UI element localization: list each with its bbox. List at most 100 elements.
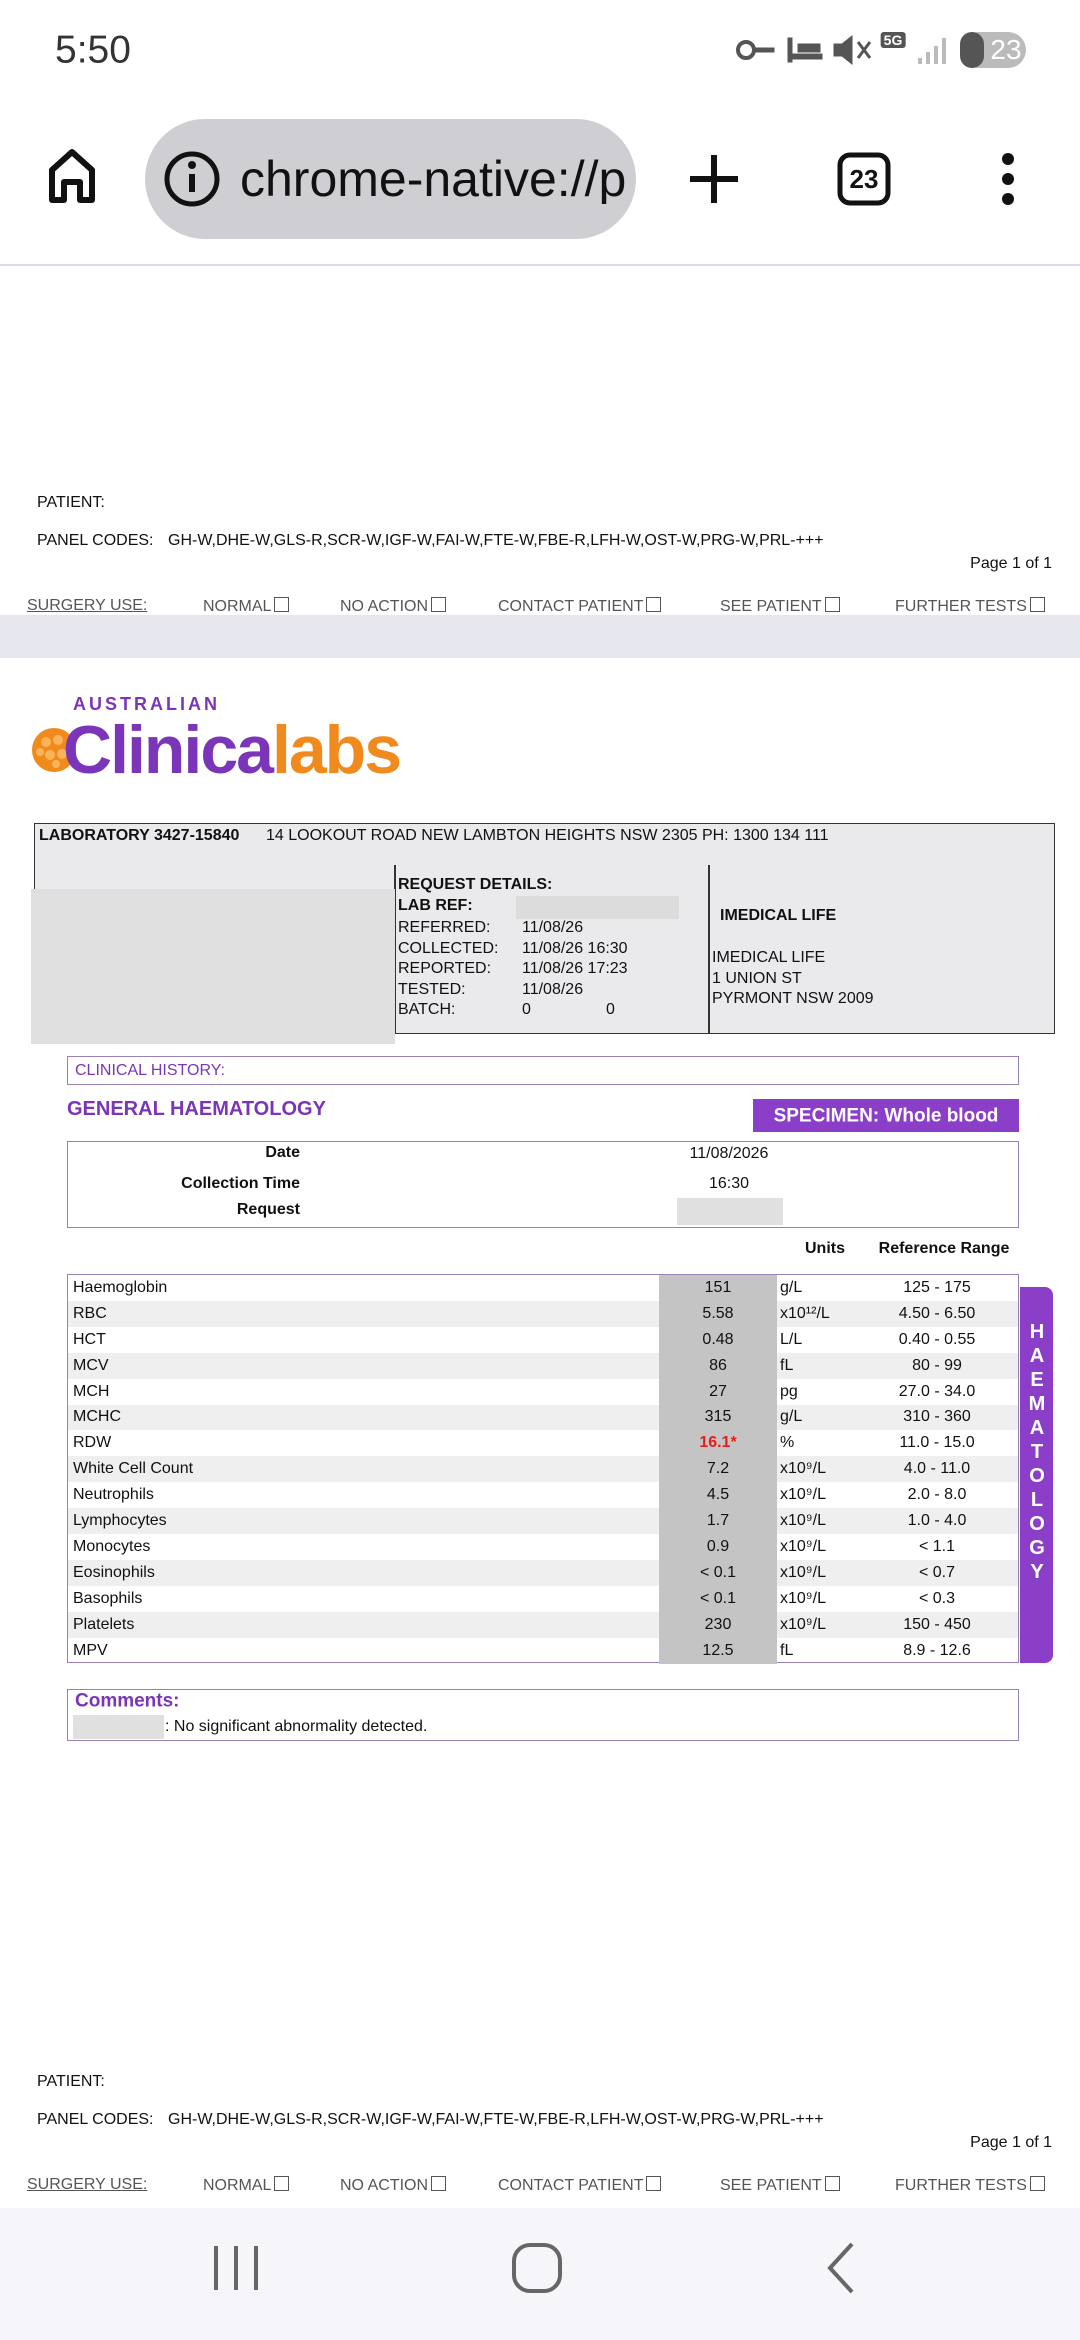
patient-label: PATIENT: [37, 494, 105, 511]
test-units: g/L [780, 1408, 803, 1426]
result-cell [659, 1300, 777, 1328]
network-type: 5G [880, 32, 906, 48]
recents-button[interactable] [214, 2246, 258, 2290]
reference-range: < 0.7 [918, 1563, 956, 1581]
option-label: CONTACT PATIENT [498, 598, 644, 615]
test-units: x10¹²/L [780, 1304, 830, 1322]
panel-codes: GH-W,DHE-W,GLS-R,SCR-W,IGF-W,FAI-W,FTE-W… [168, 532, 824, 549]
option-label: CONTACT PATIENT [498, 2177, 644, 2194]
lab-name: LABORATORY 3427-15840 [39, 827, 240, 844]
test-name: MCV [73, 1356, 109, 1374]
checkbox [431, 597, 447, 612]
test-name: Haemoglobin [73, 1278, 168, 1296]
option-label: NO ACTION [340, 2177, 429, 2194]
doctor-address: PYRMONT NSW 2009 [712, 990, 874, 1007]
url-bar[interactable] [145, 119, 636, 239]
test-result: 1.7 [706, 1512, 730, 1530]
section-title: GENERAL HAEMATOLOGY [67, 1098, 326, 1120]
test-units: x10⁹/L [780, 1589, 826, 1607]
tab-switcher[interactable] [837, 152, 891, 206]
test-units: x10⁹/L [780, 1563, 826, 1581]
checkbox [646, 597, 662, 612]
reference-range: < 1.1 [918, 1537, 956, 1555]
reference-range: 8.9 - 12.6 [903, 1641, 971, 1659]
request-label: TESTED: [398, 980, 466, 998]
reference-range: 1.0 - 4.0 [907, 1512, 967, 1530]
logo-mark [32, 728, 76, 772]
logo-part: labs [271, 712, 402, 788]
option-label: NORMAL [203, 2177, 272, 2194]
test-name: MPV [73, 1641, 108, 1659]
result-cell [659, 1611, 777, 1639]
test-result: 7.2 [706, 1460, 730, 1478]
result-cell [659, 1637, 777, 1664]
request-value: 11/08/26 16:30 [522, 939, 628, 957]
back-button[interactable] [827, 2242, 854, 2294]
comments-box [67, 1689, 1019, 1741]
test-units: x10⁹/L [780, 1486, 826, 1504]
range-header: Reference Range [878, 1240, 1010, 1257]
info-icon[interactable] [164, 151, 220, 207]
test-name: MCHC [73, 1408, 121, 1426]
option-label: NO ACTION [340, 598, 429, 615]
checkbox [646, 2176, 662, 2191]
menu[interactable] [1002, 153, 1014, 205]
result-cell [659, 1508, 777, 1535]
nav-bar [0, 2208, 1080, 2340]
option-label: SEE PATIENT [720, 2177, 822, 2194]
test-result: < 0.1 [699, 1563, 737, 1581]
panel-codes-label: PANEL CODES: [37, 2111, 154, 2128]
units-header: Units [805, 1240, 845, 1257]
test-units: fL [780, 1641, 794, 1659]
checkbox [1029, 597, 1045, 612]
test-name: White Cell Count [73, 1460, 194, 1478]
specimen-box [753, 1099, 1019, 1132]
surgery-use: SURGERY USE: [27, 2176, 148, 2193]
info-box [67, 1141, 1019, 1228]
home-nav[interactable] [512, 2243, 562, 2293]
request-label: COLLECTED: [398, 939, 499, 957]
side-label: HAEMATOLOGY [1028, 1321, 1046, 1583]
tab-count: 23 [849, 164, 879, 194]
url-text[interactable]: chrome-native://p [240, 154, 627, 204]
status-icons [736, 32, 1026, 68]
time-value: 16:30 [708, 1175, 750, 1192]
test-units: pg [780, 1382, 798, 1400]
page-number: Page 1 of 1 [970, 555, 1052, 572]
reference-range: 80 - 99 [912, 1356, 962, 1374]
logo-part: Clinica [63, 712, 274, 788]
test-result: 230 [704, 1615, 732, 1633]
logo-top: AUSTRALIAN [73, 694, 220, 714]
test-name: Eosinophils [73, 1563, 155, 1581]
checkbox [1029, 2176, 1045, 2191]
request-value: 11/08/26 17:23 [522, 960, 628, 977]
result-cell [659, 1534, 777, 1561]
test-name: Lymphocytes [73, 1512, 167, 1530]
batch-value: 0 [522, 1001, 531, 1018]
test-result: 27 [709, 1382, 727, 1400]
test-result: 12.5 [702, 1641, 734, 1659]
test-units: x10⁹/L [780, 1537, 826, 1555]
doctor-address: 1 UNION ST [712, 969, 802, 987]
home-button[interactable] [49, 149, 95, 203]
checkbox [431, 2176, 447, 2191]
result-cell [659, 1326, 777, 1354]
surgery-option: SEE PATIENT [720, 597, 840, 615]
surgery-option: CONTACT PATIENT [498, 2176, 662, 2194]
batch-label: BATCH: [398, 1001, 456, 1018]
request-label: Request [236, 1201, 300, 1218]
option-label: FURTHER TESTS [895, 598, 1027, 615]
result-cell [659, 1585, 777, 1613]
reference-range: < 0.3 [918, 1589, 956, 1607]
surgery-option: NO ACTION [340, 2176, 447, 2194]
status-time: 5:50 [55, 28, 131, 72]
doctor-name: IMEDICAL LIFE [720, 907, 837, 924]
comments-text: : No significant abnormality detected. [165, 1718, 428, 1735]
test-units: L/L [780, 1330, 803, 1348]
request-value: 11/08/26 [522, 919, 584, 936]
new-tab[interactable] [690, 155, 738, 203]
test-units: x10⁹/L [780, 1512, 826, 1530]
test-name: Platelets [73, 1615, 135, 1633]
test-result: < 0.1 [699, 1589, 737, 1607]
